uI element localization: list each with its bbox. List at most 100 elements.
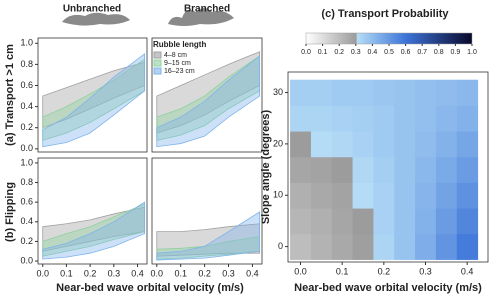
y-tick-label: 0.0 xyxy=(20,255,33,265)
y-tick-label: 20 xyxy=(273,138,283,148)
heatmap-cell xyxy=(436,131,457,157)
heatmap-cell xyxy=(290,234,311,260)
y-tick-label: 1.0 xyxy=(20,157,33,167)
y-tick-label: 0.2 xyxy=(20,236,33,246)
x-tick-label: 0.2 xyxy=(378,266,391,276)
x-tick-label: 0.2 xyxy=(198,268,211,278)
colorbar-tick-label: 1.0 xyxy=(467,49,477,56)
colorbar-tick-label: 0.7 xyxy=(417,49,427,56)
heatmap-cell xyxy=(436,208,457,234)
heatmap-cell xyxy=(353,234,374,260)
chart-title: (c) Transport Probability xyxy=(321,8,449,20)
heatmap-cell xyxy=(436,157,457,183)
y-tick-label: 0.0 xyxy=(20,143,33,153)
heatmap-cell xyxy=(394,182,415,208)
heatmap-cell xyxy=(311,157,332,183)
heatmap-cell xyxy=(394,234,415,260)
heatmap-cell xyxy=(373,105,394,131)
heatmap-cell xyxy=(290,131,311,157)
x-tick-label: 0.4 xyxy=(131,268,144,278)
y-tick-label: 0.4 xyxy=(20,216,33,226)
legend-label: 16–23 cm xyxy=(164,68,195,75)
x-tick-label: 0.3 xyxy=(222,268,235,278)
heatmap-cell xyxy=(415,80,436,106)
heatmap-cell xyxy=(415,157,436,183)
heatmap-cell xyxy=(436,105,457,131)
row-label: (a) Transport >1 cm xyxy=(4,44,16,146)
y-tick-label: 0.8 xyxy=(20,177,33,187)
legend-swatch xyxy=(154,60,161,66)
colorbar-tick-label: 0.9 xyxy=(451,49,461,56)
heatmap-cell xyxy=(394,80,415,106)
heatmap-cell xyxy=(332,182,353,208)
x-axis-label: Near-bed wave orbital velocity (m/s) xyxy=(56,282,244,294)
x-tick-label: 0.4 xyxy=(246,268,259,278)
heatmap-cell xyxy=(353,80,374,106)
heatmap-cell xyxy=(311,131,332,157)
heatmap-cell xyxy=(311,182,332,208)
y-tick-label: 0.6 xyxy=(20,197,33,207)
colorbar-tick-label: 0.6 xyxy=(401,49,411,56)
colorbar-tick-label: 0.2 xyxy=(334,49,344,56)
legend-label: 9–15 cm xyxy=(164,60,191,67)
heatmap-cell xyxy=(353,157,374,183)
y-tick-label: 1.0 xyxy=(20,38,33,48)
heatmap-cell xyxy=(457,105,478,131)
legend-swatch xyxy=(154,52,161,58)
heatmap-cell xyxy=(373,157,394,183)
heatmap-cell xyxy=(436,182,457,208)
row-label: (b) Flipping xyxy=(4,182,16,242)
heatmap-cell xyxy=(457,80,478,106)
heatmap-cell xyxy=(373,80,394,106)
heatmap-cell xyxy=(394,105,415,131)
heatmap-cell xyxy=(332,208,353,234)
x-tick-label: 0.1 xyxy=(174,268,187,278)
colorbar-tick-label: 0.5 xyxy=(384,49,394,56)
coral-icon xyxy=(62,13,130,26)
heatmap-cell xyxy=(457,234,478,260)
heatmap-cell xyxy=(290,157,311,183)
heatmap-cell xyxy=(353,105,374,131)
y-tick-label: 0.2 xyxy=(20,122,33,132)
heatmap-cell xyxy=(457,157,478,183)
x-tick-label: 0.1 xyxy=(336,266,349,276)
heatmap-cell xyxy=(332,157,353,183)
colorbar-tick-label: 0.8 xyxy=(434,49,444,56)
heatmap-cell xyxy=(457,131,478,157)
heatmap-cell xyxy=(311,234,332,260)
colorbar-tick-label: 0.0 xyxy=(301,49,311,56)
heatmap-cell xyxy=(353,131,374,157)
y-tick-label: 0.4 xyxy=(20,101,33,111)
y-tick-label: 30 xyxy=(273,87,283,97)
colorbar xyxy=(306,33,472,44)
heatmap-cell xyxy=(290,105,311,131)
heatmap-cell xyxy=(290,182,311,208)
colorbar-tick-label: 0.1 xyxy=(318,49,328,56)
heatmap-cell xyxy=(415,182,436,208)
y-tick-label: 10 xyxy=(273,190,283,200)
x-tick-label: 0.0 xyxy=(151,268,164,278)
heatmap-cell xyxy=(373,131,394,157)
heatmap-cell xyxy=(311,208,332,234)
y-tick-label: 0.8 xyxy=(20,59,33,69)
heatmap-cell xyxy=(373,182,394,208)
heatmap-cell xyxy=(436,234,457,260)
heatmap-cell xyxy=(436,80,457,106)
heatmap-cell xyxy=(415,234,436,260)
heatmap-cell xyxy=(332,234,353,260)
legend-swatch xyxy=(154,68,161,74)
colorbar-tick-label: 0.3 xyxy=(351,49,361,56)
heatmap-cell xyxy=(457,182,478,208)
heatmap-cell xyxy=(290,80,311,106)
colorbar-tick-label: 0.4 xyxy=(368,49,378,56)
x-axis-label: Near-bed wave orbital velocity (m/s) xyxy=(294,282,482,294)
heatmap-cell xyxy=(415,131,436,157)
legend-title: Rubble length xyxy=(153,40,206,49)
legend-label: 4–8 cm xyxy=(164,52,187,59)
heatmap-cell xyxy=(290,208,311,234)
column-title: Unbranched xyxy=(63,4,121,15)
x-tick-label: 0.3 xyxy=(419,266,432,276)
heatmap-cell xyxy=(332,131,353,157)
x-tick-label: 0.4 xyxy=(461,266,474,276)
